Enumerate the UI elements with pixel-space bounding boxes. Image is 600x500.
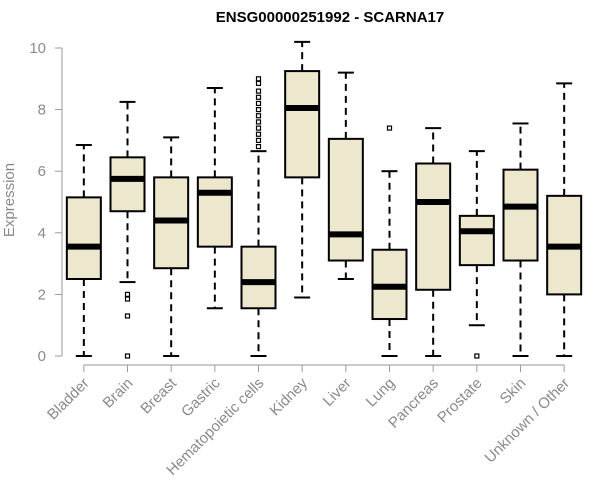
iqr-box [458, 214, 495, 267]
box-kidney [284, 40, 321, 299]
x-tick-label: Kidney [267, 374, 312, 419]
iqr-box [109, 156, 146, 213]
box-gastric [196, 87, 233, 310]
box-unknown-other [546, 82, 583, 357]
box-series [65, 40, 583, 359]
y-axis: 0 2 4 6 8 10 [29, 40, 63, 365]
x-tick-label: Liver [320, 375, 355, 410]
outlier-point [255, 100, 262, 107]
outlier-point [124, 353, 131, 359]
box-breast [153, 136, 190, 357]
x-tick-label: Breast [137, 374, 180, 417]
outlier-point [386, 125, 393, 131]
outlier-point [255, 137, 262, 143]
outlier-point [255, 80, 262, 87]
x-tick-label: Brain [100, 375, 137, 412]
y-tick-label: 10 [29, 40, 46, 57]
outlier-point [124, 313, 131, 319]
outlier-point [124, 296, 131, 302]
outlier-point [255, 143, 262, 150]
iqr-box [415, 162, 452, 291]
iqr-box [284, 70, 321, 179]
x-tick-label: Prostate [434, 375, 486, 427]
iqr-box [327, 137, 364, 262]
outlier-point [474, 353, 480, 359]
box-brain [109, 100, 146, 359]
outlier-point [255, 94, 262, 100]
box-lung [371, 125, 408, 357]
outlier-point [255, 106, 262, 113]
iqr-box [196, 176, 233, 248]
y-axis-label: Expression [1, 163, 18, 237]
y-tick-label: 8 [38, 102, 46, 119]
iqr-box [502, 168, 539, 262]
x-tick-label: Bladder [44, 375, 93, 424]
y-tick-label: 2 [38, 286, 46, 303]
box-liver [327, 71, 364, 280]
box-pancreas [415, 127, 452, 357]
box-hematopoietic-cells [240, 76, 277, 357]
outlier-point [255, 88, 262, 94]
box-prostate [458, 150, 495, 359]
box-skin [502, 122, 539, 357]
x-tick-label: Skin [497, 375, 530, 408]
iqr-box [65, 196, 102, 281]
x-tick-label: Lung [363, 375, 399, 411]
iqr-box [240, 245, 277, 310]
y-tick-label: 4 [38, 225, 46, 242]
outlier-point [255, 125, 262, 131]
chart-title: ENSG00000251992 - SCARNA17 [216, 9, 444, 26]
outlier-point [255, 131, 262, 137]
outlier-point [255, 113, 262, 119]
outlier-point [255, 76, 262, 82]
box-bladder [65, 144, 102, 357]
outlier-point [255, 119, 262, 125]
y-tick-label: 0 [38, 348, 46, 365]
y-tick-label: 6 [38, 163, 46, 180]
outlier-point [124, 291, 131, 297]
